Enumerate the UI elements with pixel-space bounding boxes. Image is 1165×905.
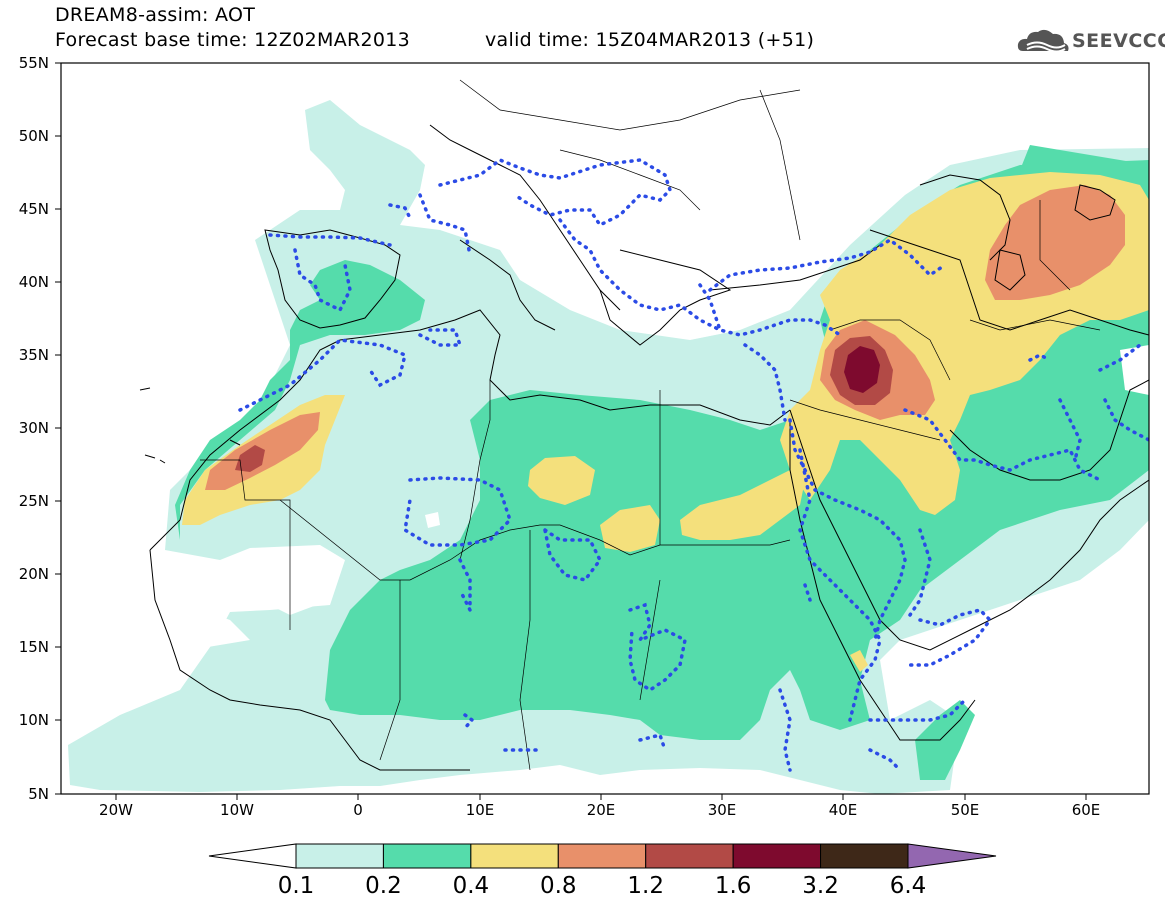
lat-label: 40N xyxy=(19,273,49,291)
lat-label: 5N xyxy=(28,785,49,803)
lon-label: 60E xyxy=(1072,801,1101,819)
colorbar-bin xyxy=(470,843,559,869)
colorbar-bin xyxy=(645,843,734,869)
cloud-logo-icon xyxy=(1017,29,1069,53)
aot-field xyxy=(61,100,1149,794)
lat-label: 15N xyxy=(19,638,49,656)
dotted-contours xyxy=(238,158,1149,772)
coastlines xyxy=(139,124,1149,771)
axis-ticks xyxy=(55,62,1087,800)
lon-label: 20E xyxy=(587,801,616,819)
country-borders xyxy=(200,79,1101,771)
map-title: DREAM8-assim: AOT xyxy=(55,4,256,26)
colorbar-under-arrow xyxy=(208,843,297,869)
colorbar: 0.1 0.2 0.4 0.8 1.2 1.6 3.2 6.4 xyxy=(208,843,997,899)
colorbar-label: 0.8 xyxy=(540,873,577,899)
brand-name: SEEVCCC xyxy=(1072,30,1165,52)
colorbar-bin xyxy=(557,843,647,869)
colorbar-label: 0.2 xyxy=(365,873,402,899)
base-time-label: Forecast base time: 12Z02MAR2013 xyxy=(55,29,411,51)
lon-label: 50E xyxy=(951,801,980,819)
lat-label: 35N xyxy=(19,346,49,364)
lat-labels: 55N 50N 45N 40N 35N 30N 25N 20N 15N 10N … xyxy=(19,54,49,803)
colorbar-label: 6.4 xyxy=(890,873,927,899)
lat-label: 25N xyxy=(19,492,49,510)
clear-sky-patches xyxy=(61,345,1149,710)
lat-label: 55N xyxy=(19,54,49,72)
colorbar-bin xyxy=(820,843,909,869)
lon-label: 0 xyxy=(353,801,363,819)
colorbar-label: 3.2 xyxy=(802,873,839,899)
colorbar-label: 1.6 xyxy=(715,873,752,899)
lat-label: 20N xyxy=(19,565,49,583)
colorbar-bin xyxy=(732,843,822,869)
lat-label: 50N xyxy=(19,127,49,145)
lon-labels: 20W 10W 0 10E 20E 30E 40E 50E 60E xyxy=(99,801,1100,819)
lat-label: 30N xyxy=(19,419,49,437)
lon-label: 10E xyxy=(466,801,495,819)
colorbar-label: 0.1 xyxy=(278,873,315,899)
colorbar-label: 0.4 xyxy=(453,873,490,899)
colorbar-over-arrow xyxy=(907,843,997,869)
lon-label: 20W xyxy=(99,801,133,819)
colorbar-label: 1.2 xyxy=(627,873,664,899)
lon-label: 30E xyxy=(708,801,737,819)
lat-label: 45N xyxy=(19,200,49,218)
colorbar-bin xyxy=(382,843,472,869)
valid-time-label: valid time: 15Z04MAR2013 (+51) xyxy=(485,29,815,51)
lon-label: 40E xyxy=(829,801,858,819)
contour-fill-1.6 xyxy=(844,346,880,393)
lat-label: 10N xyxy=(19,711,49,729)
colorbar-bin xyxy=(295,843,384,869)
lon-label: 10W xyxy=(220,801,254,819)
